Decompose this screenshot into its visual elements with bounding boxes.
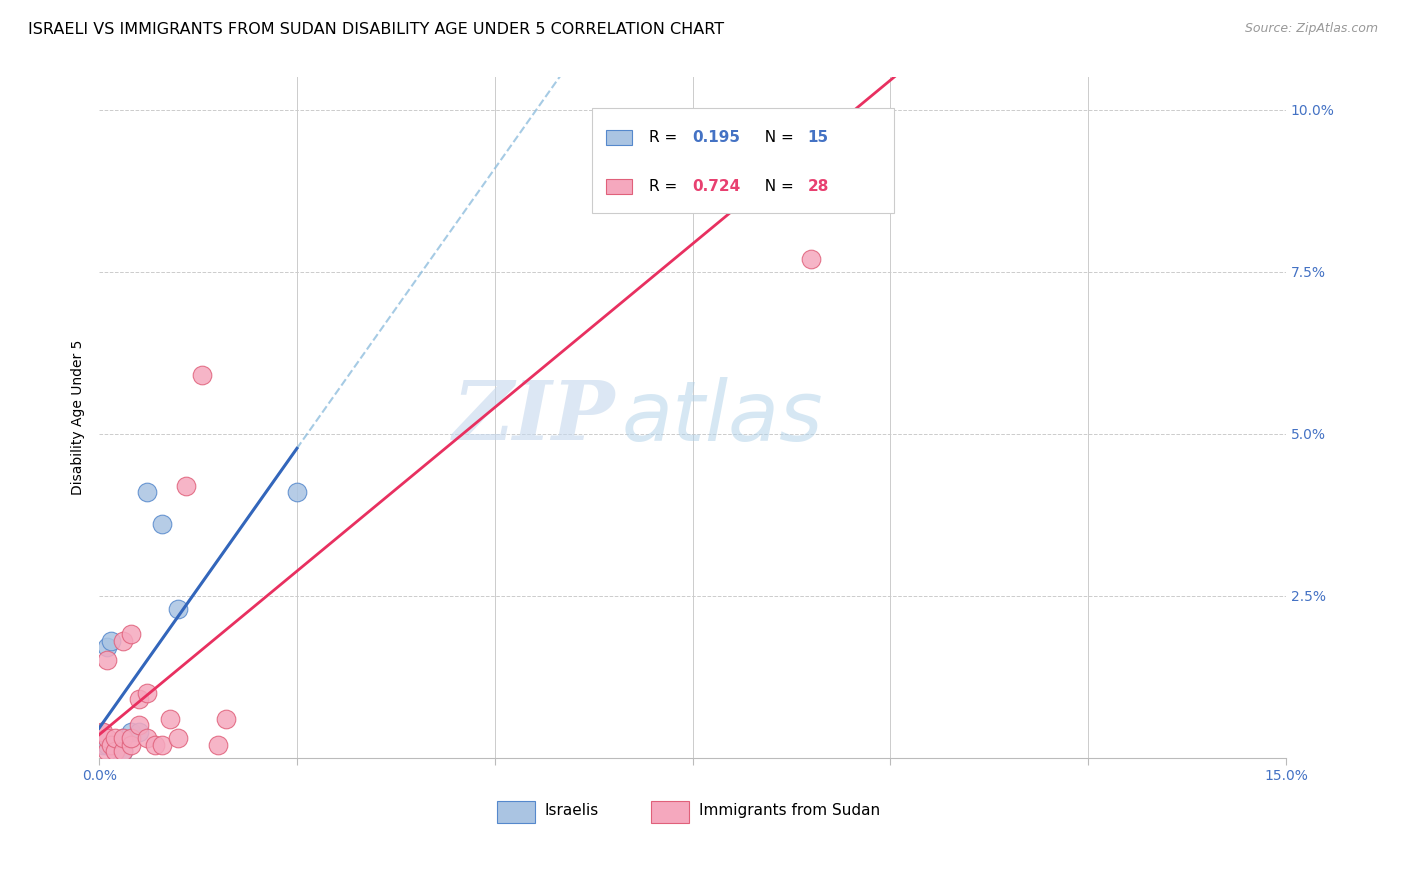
Text: Israelis: Israelis xyxy=(544,803,599,818)
Point xyxy=(111,744,134,758)
Point xyxy=(104,738,127,752)
Point xyxy=(135,686,157,700)
Text: Source: ZipAtlas.com: Source: ZipAtlas.com xyxy=(1244,22,1378,36)
FancyBboxPatch shape xyxy=(496,801,534,822)
Point xyxy=(191,368,214,383)
Point xyxy=(111,634,134,648)
Point xyxy=(128,718,150,732)
Point xyxy=(167,731,190,745)
Text: R =: R = xyxy=(648,130,682,145)
FancyBboxPatch shape xyxy=(606,178,633,194)
Point xyxy=(96,744,118,758)
Text: Immigrants from Sudan: Immigrants from Sudan xyxy=(699,803,880,818)
Point xyxy=(104,744,127,758)
Point xyxy=(104,731,127,745)
Text: N =: N = xyxy=(755,130,799,145)
Point xyxy=(100,738,122,752)
Point xyxy=(96,731,118,745)
Point xyxy=(96,738,118,752)
Point xyxy=(128,692,150,706)
Point xyxy=(91,738,114,752)
Point xyxy=(135,485,157,500)
Text: atlas: atlas xyxy=(621,377,823,458)
Point xyxy=(120,731,142,745)
Text: 28: 28 xyxy=(807,178,830,194)
Point xyxy=(152,738,174,752)
Point xyxy=(111,744,134,758)
Point xyxy=(159,712,181,726)
FancyBboxPatch shape xyxy=(606,130,633,145)
Point xyxy=(143,738,166,752)
Point xyxy=(111,731,134,745)
Point xyxy=(152,517,174,532)
Point xyxy=(285,485,308,500)
Point xyxy=(215,712,238,726)
Point xyxy=(174,478,197,492)
Point xyxy=(96,640,118,655)
Text: ISRAELI VS IMMIGRANTS FROM SUDAN DISABILITY AGE UNDER 5 CORRELATION CHART: ISRAELI VS IMMIGRANTS FROM SUDAN DISABIL… xyxy=(28,22,724,37)
Text: ZIP: ZIP xyxy=(453,377,616,458)
Point xyxy=(207,738,229,752)
Point xyxy=(91,724,114,739)
Text: R =: R = xyxy=(648,178,682,194)
Point xyxy=(120,627,142,641)
Point xyxy=(128,724,150,739)
Text: 15: 15 xyxy=(807,130,828,145)
Point xyxy=(111,731,134,745)
Text: N =: N = xyxy=(755,178,799,194)
Text: 0.724: 0.724 xyxy=(693,178,741,194)
Point xyxy=(135,731,157,745)
Point xyxy=(104,744,127,758)
Point xyxy=(96,653,118,667)
Point xyxy=(602,148,624,162)
Point xyxy=(104,744,127,758)
Text: 0.195: 0.195 xyxy=(693,130,741,145)
Point xyxy=(800,252,823,266)
Point xyxy=(100,634,122,648)
Point xyxy=(120,738,142,752)
Point xyxy=(120,724,142,739)
FancyBboxPatch shape xyxy=(651,801,689,822)
Y-axis label: Disability Age Under 5: Disability Age Under 5 xyxy=(72,340,86,495)
Point xyxy=(90,724,112,739)
FancyBboxPatch shape xyxy=(592,108,894,213)
Point xyxy=(167,601,190,615)
